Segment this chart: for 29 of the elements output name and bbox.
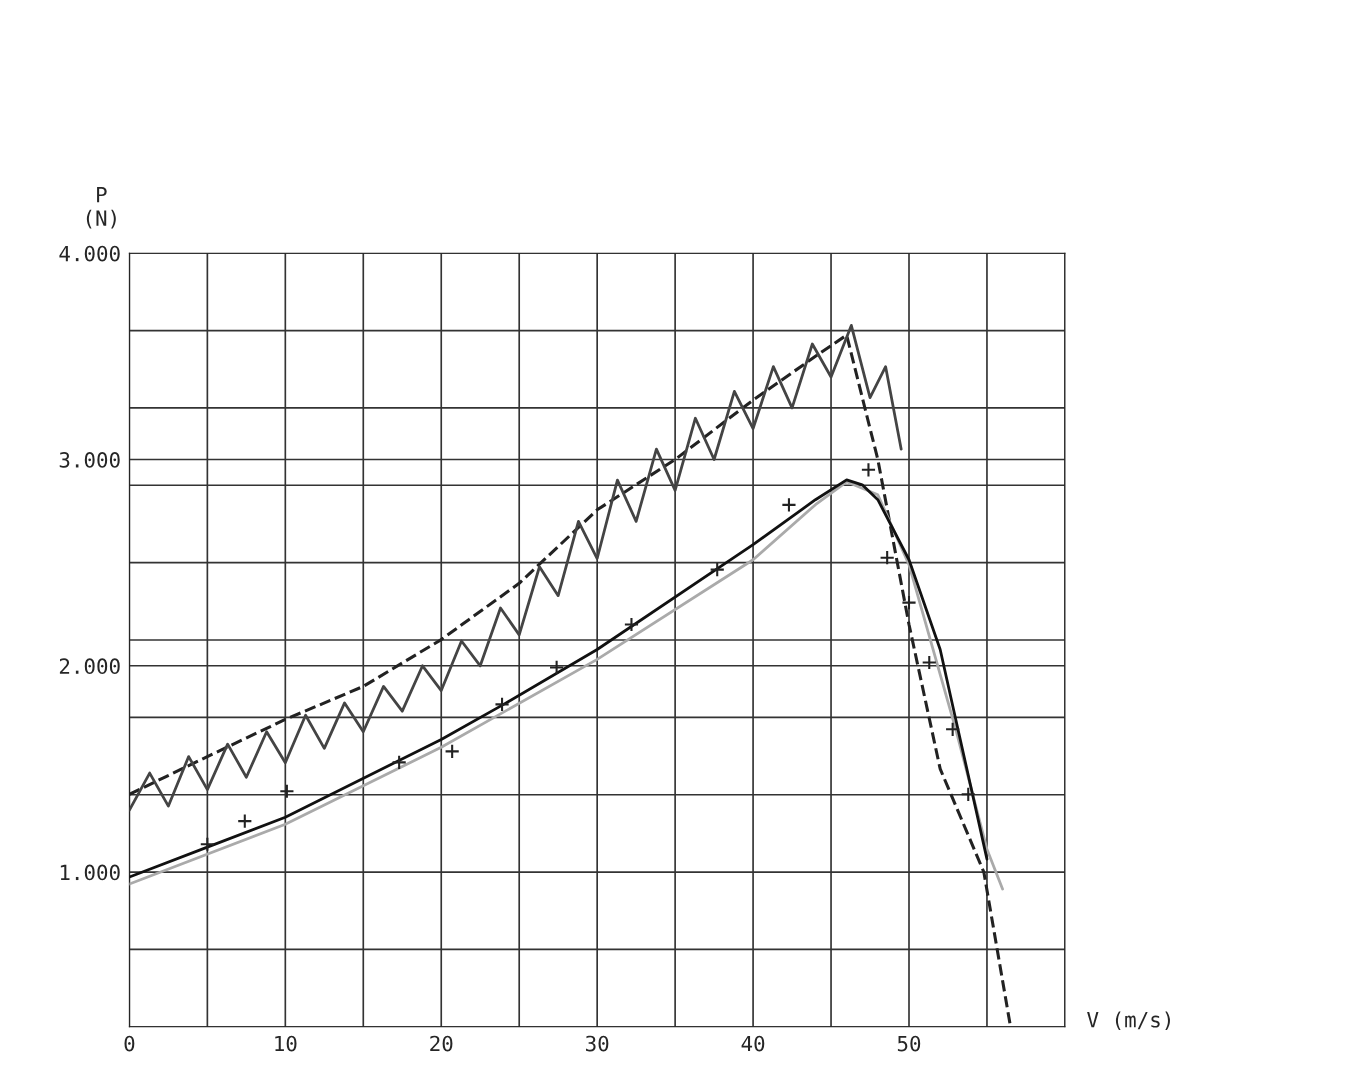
y-tick-label: 4.000: [59, 245, 120, 262]
x-tick-label: 40: [741, 1035, 765, 1052]
point: [494, 696, 510, 712]
x-tick-label: 30: [586, 1035, 609, 1052]
point: [879, 550, 895, 566]
x-tick-label: 0: [124, 1035, 135, 1052]
point: [444, 743, 460, 760]
y-tick-label: 1.000: [60, 864, 120, 881]
point: [199, 836, 215, 852]
point: [237, 813, 253, 829]
point: [901, 595, 917, 611]
x-axis-title: V (m/s): [1087, 1011, 1170, 1031]
point: [279, 783, 295, 799]
x-tick-label: 20: [430, 1035, 453, 1052]
y-axis-title: P (N): [86, 187, 116, 229]
x-tick-label: 10: [275, 1035, 297, 1052]
point: [960, 786, 976, 802]
y-tick-label: 2.000: [59, 658, 120, 675]
line-series: [129, 324, 903, 812]
point: [391, 754, 407, 770]
point: [921, 654, 937, 671]
point: [709, 562, 725, 578]
x-tick-label: 50: [897, 1035, 921, 1052]
point: [781, 497, 797, 513]
point: [623, 616, 640, 633]
point: [860, 462, 877, 478]
y-tick-label: 3.000: [59, 452, 120, 468]
point: [945, 721, 961, 737]
point: [549, 659, 565, 676]
